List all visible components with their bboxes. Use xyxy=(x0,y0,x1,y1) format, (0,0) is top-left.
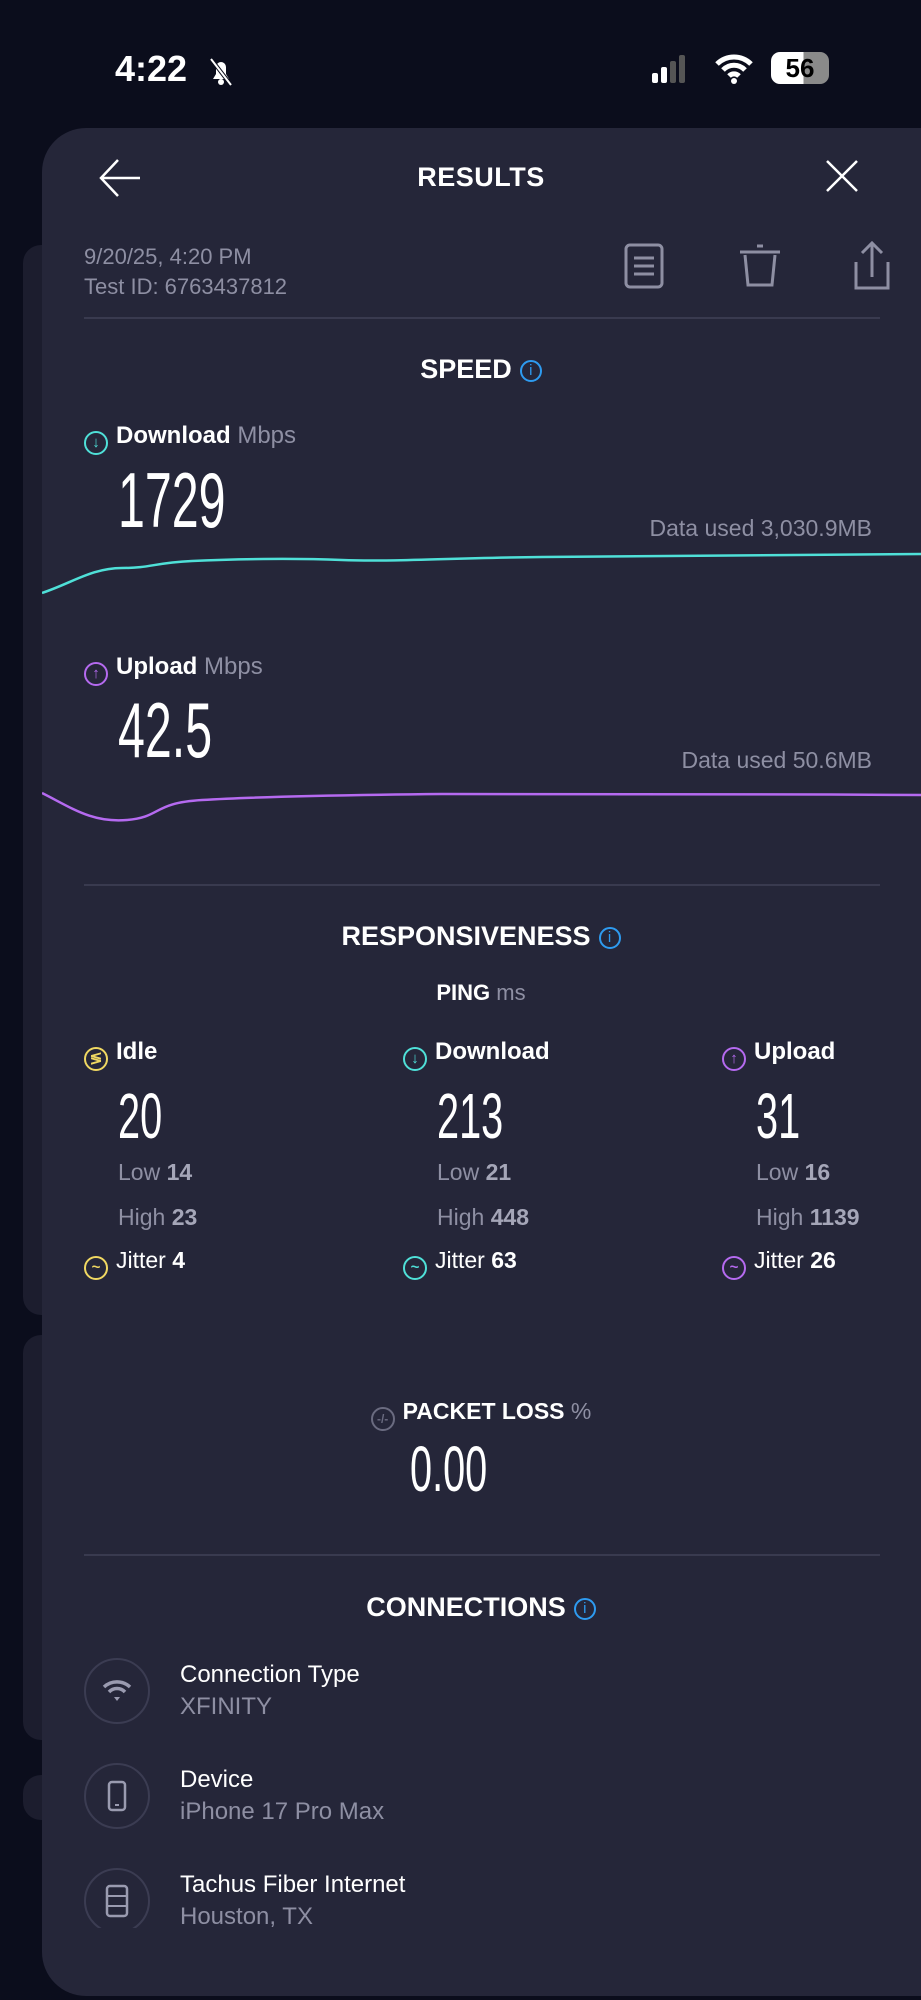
connection-type-value: XFINITY xyxy=(180,1693,273,1720)
jitter-icon: ~ xyxy=(722,1256,746,1280)
idle-jitter: 4 xyxy=(172,1247,186,1273)
divider xyxy=(84,884,880,886)
trash-icon[interactable] xyxy=(738,243,782,289)
device-title: Device xyxy=(180,1766,254,1793)
upload-label: ↑ Upload Mbps xyxy=(84,653,263,686)
idle-high: 23 xyxy=(171,1204,198,1230)
jitter-label: Jitter xyxy=(435,1247,485,1273)
download-unit: Mbps xyxy=(237,422,297,449)
upload-high: 1139 xyxy=(809,1204,860,1230)
download-data-used: Data used 3,030.9MB xyxy=(649,515,872,541)
server-location: Houston, TX xyxy=(180,1903,313,1928)
ping-title: PING xyxy=(436,980,491,1005)
results-card: RESULTS 9/20/25, 4:20 PM Test ID: 676343… xyxy=(42,128,921,1996)
download-label: Download xyxy=(435,1038,550,1065)
battery-icon: 56 xyxy=(771,52,829,84)
high-label: High xyxy=(118,1204,166,1230)
download-arrow-icon: ↓ xyxy=(84,431,108,455)
bell-slash-icon xyxy=(209,57,233,87)
divider xyxy=(84,1554,880,1556)
connections-title: CONNECTIONS xyxy=(366,1592,566,1622)
info-icon[interactable]: i xyxy=(573,1598,596,1620)
server-icon xyxy=(84,1868,150,1928)
download-label-text: Download xyxy=(116,422,231,449)
upload-arrow-icon: ↑ xyxy=(84,662,108,686)
info-icon[interactable]: i xyxy=(598,927,621,949)
low-label: Low xyxy=(437,1159,480,1185)
upload-arrow-icon: ↑ xyxy=(722,1047,746,1071)
low-label: Low xyxy=(756,1159,799,1185)
test-datetime: 9/20/25, 4:20 PM xyxy=(84,244,252,269)
idle-icon: ≶ xyxy=(84,1047,108,1071)
packet-loss-label: -/- PACKET LOSS % xyxy=(42,1398,920,1431)
packet-loss-icon: -/- xyxy=(370,1407,395,1431)
page-title: RESULTS xyxy=(417,162,545,192)
info-icon[interactable]: i xyxy=(519,360,542,382)
report-icon[interactable] xyxy=(624,243,664,289)
upload-speed-value: 42.5 xyxy=(118,686,213,774)
responsiveness-section-title: RESPONSIVENESS i xyxy=(42,921,920,952)
high-label: High xyxy=(437,1204,485,1230)
close-icon[interactable] xyxy=(824,158,860,194)
upload-unit: Mbps xyxy=(204,653,263,680)
download-jitter: 63 xyxy=(491,1247,517,1273)
download-speed-value: 1729 xyxy=(118,456,226,544)
phone-icon xyxy=(84,1763,150,1829)
upload-jitter: 26 xyxy=(810,1247,836,1273)
download-arrow-icon: ↓ xyxy=(403,1047,427,1071)
download-speed-graph xyxy=(42,552,921,595)
packet-loss-title: PACKET LOSS xyxy=(402,1398,565,1424)
back-arrow-icon[interactable] xyxy=(98,155,144,201)
connection-type-title: Connection Type xyxy=(180,1661,360,1688)
jitter-icon: ~ xyxy=(84,1256,108,1280)
share-icon[interactable] xyxy=(852,240,892,290)
upload-label: Upload xyxy=(754,1038,836,1065)
divider xyxy=(84,317,880,319)
jitter-icon: ~ xyxy=(403,1256,427,1280)
upload-label-text: Upload xyxy=(116,653,198,680)
idle-label: Idle xyxy=(116,1038,158,1065)
upload-low: 16 xyxy=(804,1159,831,1185)
packet-loss-value: 0.00 xyxy=(410,1433,488,1505)
jitter-label: Jitter xyxy=(754,1247,804,1273)
idle-ping-value: 20 xyxy=(118,1080,163,1152)
upload-speed-graph xyxy=(42,791,921,822)
wifi-icon xyxy=(84,1658,150,1724)
device-value: iPhone 17 Pro Max xyxy=(180,1798,385,1825)
ping-upload-column: ↑ Upload 31 Low 16 High 1139 ~ Jitter 26 xyxy=(722,1038,921,1280)
upload-ping-value: 31 xyxy=(756,1080,801,1152)
download-high: 448 xyxy=(490,1204,530,1230)
low-label: Low xyxy=(118,1159,161,1185)
status-time: 4:22 xyxy=(115,48,188,89)
list-item: Connection Type XFINITY xyxy=(84,1658,360,1724)
test-id: Test ID: 6763437812 xyxy=(84,274,288,299)
speed-section-title: SPEED i xyxy=(42,354,920,385)
list-item: Device iPhone 17 Pro Max xyxy=(84,1763,384,1829)
connections-section-title: CONNECTIONS i xyxy=(42,1592,920,1623)
speed-title: SPEED xyxy=(420,354,512,384)
upload-data-used: Data used 50.6MB xyxy=(681,747,872,773)
download-ping-value: 213 xyxy=(437,1080,504,1152)
jitter-label: Jitter xyxy=(116,1247,166,1273)
download-label: ↓ Download Mbps xyxy=(84,422,296,455)
server-title: Tachus Fiber Internet xyxy=(180,1871,406,1898)
list-item: Tachus Fiber Internet Houston, TX xyxy=(84,1868,405,1928)
connections-list: Connection Type XFINITY Device iPhone 17 P… xyxy=(84,1658,884,1928)
download-low: 21 xyxy=(485,1159,512,1185)
ping-unit: ms xyxy=(496,980,526,1005)
responsiveness-title: RESPONSIVENESS xyxy=(341,921,591,951)
packet-loss-unit: % xyxy=(570,1398,592,1424)
ping-download-column: ↓ Download 213 Low 21 High 448 ~ Jitter 63 xyxy=(403,1038,703,1280)
ping-idle-column: ≶ Idle 20 Low 14 High 23 ~ Jitter 4 xyxy=(84,1038,384,1280)
signal-icon xyxy=(652,55,685,83)
wifi-icon xyxy=(715,54,753,84)
idle-low: 14 xyxy=(166,1159,193,1185)
ping-label: PING ms xyxy=(42,980,920,1006)
high-label: High xyxy=(756,1204,804,1230)
